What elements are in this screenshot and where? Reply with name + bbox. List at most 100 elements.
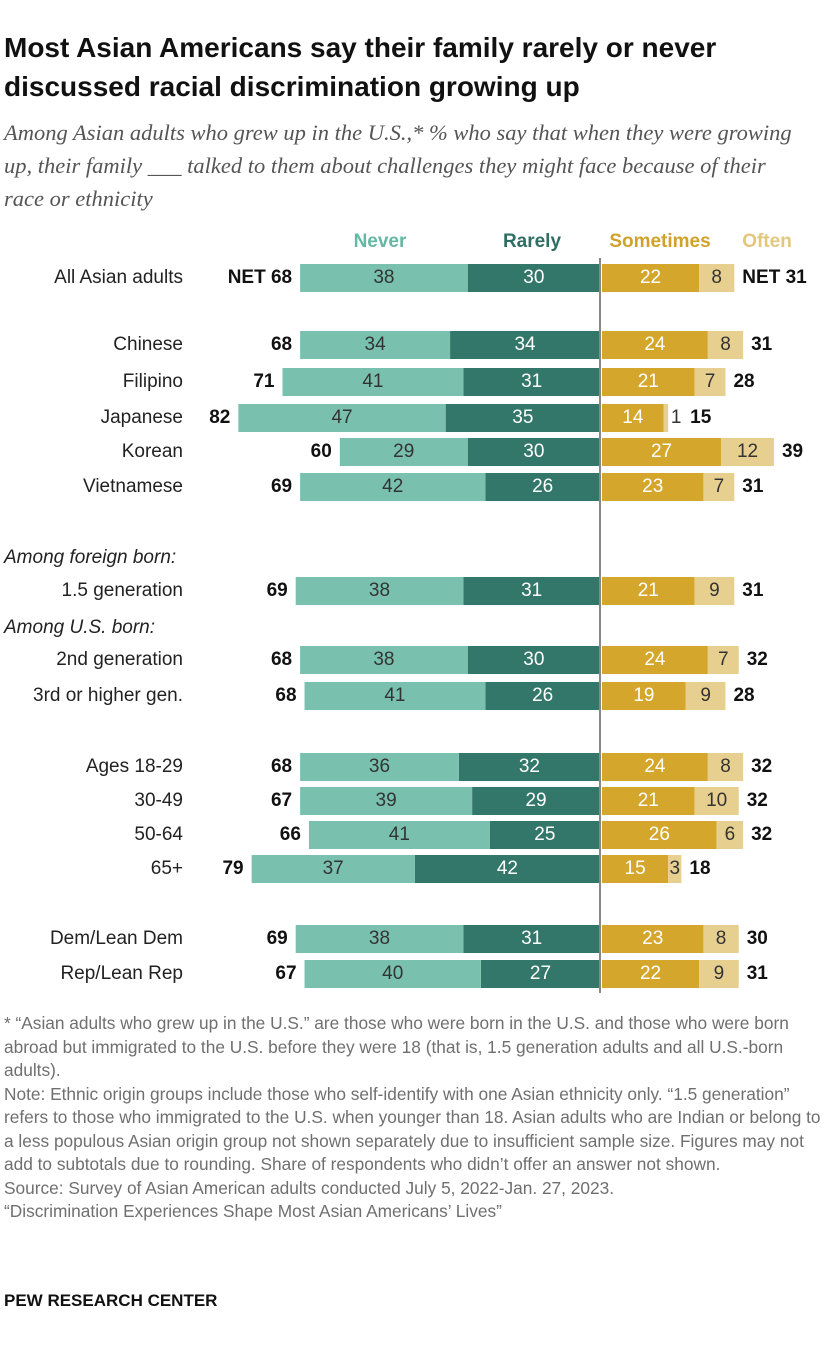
data-label: 8 [716, 928, 727, 949]
net-label: 79 [222, 858, 243, 879]
chart-subtitle: Among Asian adults who grew up in the U.… [4, 120, 792, 211]
data-label: 31 [521, 928, 542, 949]
bar-segment [707, 646, 739, 674]
bar-segment [445, 404, 600, 432]
bar-segment [716, 821, 744, 849]
bar-segment [668, 855, 682, 883]
data-label: 47 [331, 407, 352, 428]
data-label: 23 [642, 476, 663, 497]
net-label: 71 [253, 371, 275, 392]
bar-segment [602, 331, 708, 359]
data-label: 29 [393, 441, 414, 462]
data-label: 1 [671, 407, 682, 428]
data-label: 9 [700, 685, 711, 706]
row-label: Ages 18-29 [86, 756, 183, 777]
bar-segment [485, 473, 600, 501]
net-label: 68 [275, 685, 296, 706]
data-label: 34 [365, 334, 387, 355]
bar-segment [414, 855, 600, 883]
bar-segment [308, 821, 490, 849]
bar-segment [602, 821, 717, 849]
bar-segment [699, 264, 735, 292]
bar-segment [721, 438, 774, 466]
data-label: 27 [530, 963, 551, 984]
data-label: 38 [369, 580, 390, 601]
net-label: 31 [747, 963, 769, 984]
net-label: 68 [271, 334, 292, 355]
data-label: 29 [525, 790, 546, 811]
bar-segment [602, 473, 704, 501]
bar-segment [602, 753, 708, 781]
bar-segment [300, 473, 486, 501]
data-label: 23 [642, 928, 663, 949]
data-label: 21 [638, 580, 659, 601]
bar-segment [707, 331, 744, 359]
data-label: 38 [369, 928, 390, 949]
bar-segment [463, 368, 600, 396]
bar-segment [480, 960, 600, 988]
net-label: 32 [747, 649, 768, 670]
net-label: 69 [267, 580, 288, 601]
data-label: 30 [523, 267, 544, 288]
row-label: Rep/Lean Rep [60, 963, 183, 984]
bar-segment [703, 473, 735, 501]
data-label: 24 [644, 756, 666, 777]
data-label: 27 [651, 441, 672, 462]
data-label: 26 [649, 824, 670, 845]
bar-segment [450, 331, 600, 359]
bar-segment [458, 753, 600, 781]
data-label: 42 [497, 858, 518, 879]
data-label: 21 [638, 371, 659, 392]
data-label: 14 [622, 407, 644, 428]
bar-segment [694, 368, 726, 396]
bar-segment [300, 331, 451, 359]
data-label: 25 [534, 824, 555, 845]
bar-segment [602, 368, 695, 396]
bar-segment [685, 682, 726, 710]
bar-segment [463, 577, 600, 605]
bar-segment [707, 753, 744, 781]
data-label: 41 [384, 685, 405, 706]
data-label: 32 [519, 756, 540, 777]
bar-segment [602, 438, 722, 466]
row-label: All Asian adults [54, 267, 183, 288]
net-label: NET 68 [228, 267, 292, 288]
row-label: Japanese [101, 407, 183, 428]
bar-segment [472, 787, 600, 815]
row-label: Korean [122, 441, 183, 462]
data-label: 41 [362, 371, 383, 392]
net-label: 68 [271, 756, 292, 777]
data-label: 8 [720, 334, 731, 355]
net-label: 18 [689, 858, 710, 879]
net-label: 31 [751, 334, 773, 355]
data-label: 30 [523, 441, 544, 462]
bar-segment [694, 577, 735, 605]
row-label: Chinese [113, 334, 183, 355]
data-label: 8 [720, 756, 731, 777]
note: “Discrimination Experiences Shape Most A… [4, 1201, 502, 1221]
bar-segment [304, 682, 486, 710]
legend-label: Sometimes [609, 231, 710, 252]
bar-segment [602, 264, 700, 292]
notes: * “Asian adults who grew up in the U.S.”… [4, 1012, 834, 1224]
bar-segment [467, 264, 600, 292]
data-label: 7 [714, 476, 725, 497]
net-label: 32 [747, 790, 768, 811]
data-label: 22 [640, 267, 661, 288]
net-label: 67 [271, 790, 292, 811]
bar-segment [602, 577, 695, 605]
bar-segment [300, 646, 468, 674]
bar-segment [467, 438, 600, 466]
section-label: Among U.S. born: [3, 617, 155, 638]
chart: Never Rarely Sometimes Often Among foreign b… [3, 231, 807, 993]
net-label: 67 [275, 963, 296, 984]
data-label: 35 [512, 407, 533, 428]
bar-segment [602, 682, 686, 710]
data-label: 21 [638, 790, 659, 811]
data-label: 34 [514, 334, 536, 355]
bar-segment [694, 787, 739, 815]
bar-segment [703, 925, 739, 953]
data-label: 10 [706, 790, 727, 811]
data-label: 15 [625, 858, 646, 879]
